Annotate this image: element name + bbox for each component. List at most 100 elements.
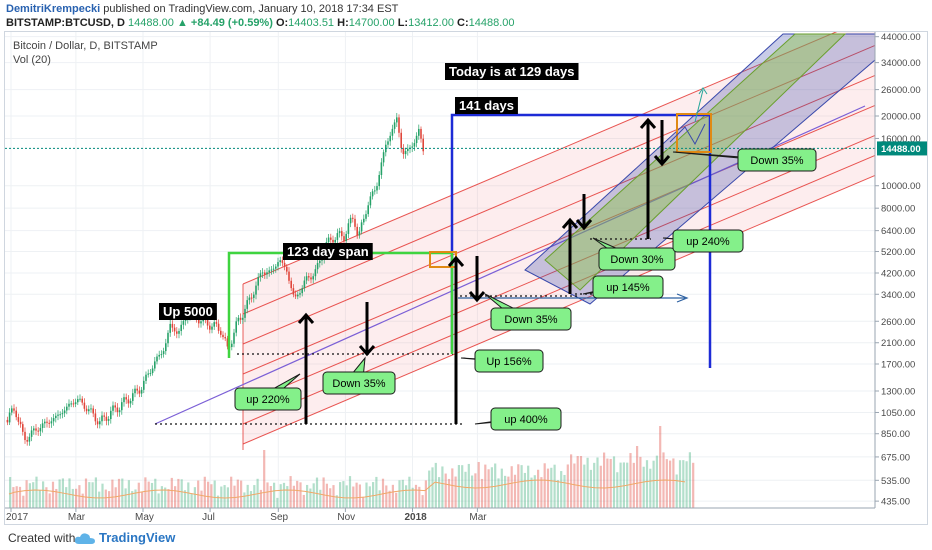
- volume-bar: [599, 465, 602, 508]
- candle-body: [354, 218, 356, 227]
- candle-body: [371, 191, 374, 197]
- volume-bar: [375, 476, 378, 508]
- price-chart[interactable]: Today is at 129 days 141 days 123 day span…: [5, 32, 927, 524]
- candle-body: [209, 325, 211, 330]
- candle-body: [233, 332, 235, 344]
- candle-body: [17, 417, 20, 422]
- volume-bar: [230, 476, 233, 508]
- candle-body: [290, 280, 292, 289]
- volume-bar: [243, 492, 246, 508]
- volume-bar: [454, 476, 457, 508]
- candle-body: [110, 410, 112, 420]
- candle-body: [378, 175, 380, 187]
- volume-bar: [233, 485, 236, 508]
- volume-bar: [688, 452, 691, 508]
- orange-box: [676, 113, 712, 153]
- candle-body: [46, 421, 48, 423]
- candle-body: [41, 423, 44, 428]
- volume-bar: [223, 485, 226, 508]
- volume-bar: [579, 456, 583, 508]
- volume-bar: [309, 488, 312, 508]
- volume-bar: [101, 483, 104, 508]
- publish-info: DemitriKrempecki published on TradingVie…: [6, 3, 398, 15]
- volume-bar: [170, 477, 173, 508]
- candle-body: [231, 343, 233, 347]
- volume-bar: [431, 467, 434, 508]
- x-tick-label: Mar: [68, 512, 86, 523]
- callout-text: up 400%: [504, 414, 548, 426]
- volume-bar: [365, 482, 368, 508]
- price-change: ▲ +84.49 (+0.59%): [176, 17, 273, 29]
- y-tick-label: 1300.00: [881, 386, 915, 397]
- candle-body: [61, 413, 64, 415]
- candle-body: [363, 218, 365, 223]
- volume-bar: [632, 462, 635, 508]
- volume-bar: [319, 489, 322, 508]
- candle-body: [327, 237, 330, 243]
- y-tick-label: 8000.00: [881, 204, 915, 215]
- volume-bar: [220, 486, 223, 508]
- callout-box: [598, 247, 676, 271]
- volume-bar: [675, 474, 678, 508]
- candle-body: [178, 330, 180, 334]
- last-price-tag: [877, 141, 927, 156]
- volume-bar: [266, 482, 269, 508]
- close-value: 14488.00: [468, 17, 515, 29]
- open-label: O:: [275, 17, 289, 29]
- volume-bar: [609, 458, 612, 508]
- candle-body: [253, 294, 255, 298]
- volume-bar: [147, 481, 150, 508]
- candle-body: [63, 410, 66, 414]
- volume-bar: [249, 491, 253, 508]
- candle-body: [367, 205, 369, 215]
- y-tick-label: 1050.00: [881, 408, 915, 419]
- candle-body: [44, 421, 46, 424]
- volume-bar: [398, 480, 401, 508]
- volume-bar: [193, 487, 196, 508]
- candle-body: [129, 400, 132, 404]
- candle-body: [312, 276, 314, 280]
- candle-body: [165, 343, 167, 352]
- candle-body: [297, 294, 299, 297]
- candle-body: [266, 272, 268, 275]
- candle-body: [90, 408, 92, 410]
- candle-body: [200, 321, 202, 324]
- callout-box: [737, 148, 817, 172]
- y-tick-label: 44000.00: [881, 32, 921, 43]
- candle-body: [358, 231, 361, 236]
- volume-bar: [68, 478, 71, 508]
- green-zone: [544, 33, 847, 291]
- volume-bar: [71, 488, 74, 508]
- tradingview-logo-text[interactable]: TradingView: [99, 530, 176, 545]
- candle-body: [8, 412, 11, 423]
- volume-ma: [8, 479, 686, 499]
- volume-bar: [553, 464, 556, 508]
- volume-bar: [513, 474, 517, 508]
- candle-body: [215, 322, 218, 324]
- candle-body: [374, 190, 376, 192]
- volume-bar: [576, 456, 579, 508]
- volume-bar: [642, 466, 645, 508]
- candle-body: [105, 416, 108, 421]
- volume-bar: [154, 478, 157, 508]
- volume-bar: [629, 453, 632, 508]
- candle-body: [206, 319, 209, 326]
- candle-body: [88, 409, 90, 412]
- volume-bar: [38, 490, 41, 508]
- author-link[interactable]: DemitriKrempecki: [6, 3, 101, 15]
- volume-bar: [216, 495, 220, 508]
- volume-bar: [388, 490, 391, 508]
- volume-bar: [160, 486, 163, 508]
- candle-body: [37, 430, 39, 432]
- chart-frame[interactable]: Today is at 129 days 141 days 123 day span…: [4, 31, 928, 525]
- volume-bar: [408, 476, 411, 508]
- volume-bar: [75, 488, 78, 508]
- volume-bar: [649, 468, 652, 508]
- channel-line: [242, 44, 876, 315]
- volume-bar: [45, 487, 48, 508]
- candle-body: [281, 260, 284, 263]
- volume-bar: [164, 487, 167, 508]
- volume-bar: [563, 474, 566, 508]
- days141-label-bg: [455, 97, 518, 114]
- volume-bar: [269, 486, 272, 508]
